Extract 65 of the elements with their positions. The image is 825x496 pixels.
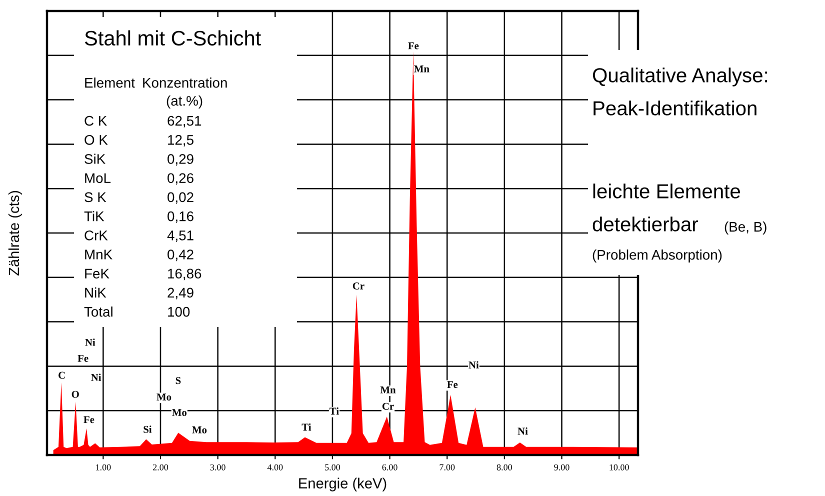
annotation: Element xyxy=(85,78,135,88)
annotation: 0,26 xyxy=(168,173,194,185)
annotation: 4,51 xyxy=(167,230,194,242)
annotation: Qualitative Analyse: xyxy=(592,68,768,86)
annotation: Konzentration xyxy=(143,78,227,88)
annotation: 2,49 xyxy=(168,288,194,300)
annotation: Ni xyxy=(518,427,528,435)
annotation: O xyxy=(72,390,79,398)
text: (Be, B) xyxy=(724,222,766,234)
annotation: Cr xyxy=(382,402,394,410)
annotation: 62,51 xyxy=(168,116,202,128)
x-tick-label: 6.00 xyxy=(382,464,398,470)
annotation: NiK xyxy=(85,287,106,298)
annotation: MoL xyxy=(85,173,111,184)
x-tick-label: 5.00 xyxy=(325,464,340,470)
annotation: Cr xyxy=(352,282,364,290)
annotation: MnK xyxy=(85,250,112,260)
annotation: detektierbar xyxy=(592,216,698,232)
annotation: 12,5 xyxy=(168,134,194,146)
annotation: Fe xyxy=(78,354,88,362)
annotation: Mn xyxy=(380,386,396,394)
annotation: Total xyxy=(84,306,112,317)
annotation: C K xyxy=(84,116,107,126)
annotation: Mo xyxy=(172,409,187,416)
text: Fe xyxy=(408,42,419,50)
annotation: CrK xyxy=(84,230,108,240)
annotation: O K xyxy=(84,134,108,145)
annotation: Ni xyxy=(85,338,96,346)
annotation: 0,29 xyxy=(168,154,194,166)
annotation: FeK xyxy=(85,268,110,279)
annotation: 100 xyxy=(168,306,190,317)
annotation: TiK xyxy=(84,211,104,222)
annotation: Fe xyxy=(84,416,94,424)
annotation: (Problem Absorption) xyxy=(592,250,722,262)
annotation: Fe xyxy=(447,381,458,388)
annotation: Ni xyxy=(91,374,102,381)
annotation: Mo xyxy=(156,394,172,400)
x-axis-title: Energie (keV) xyxy=(299,478,386,492)
text: Stahl mit C-Schicht xyxy=(84,30,261,46)
annotation: Ti xyxy=(330,407,339,415)
x-tick-label: 1.00 xyxy=(96,464,111,470)
x-tick-label: 2.00 xyxy=(152,464,168,470)
annotation: SiK xyxy=(84,154,106,164)
annotation: (at.%) xyxy=(166,96,202,108)
annotation: Ni xyxy=(468,361,479,368)
y-axis-title: Zählrate (cts) xyxy=(8,190,22,276)
annotation: 16,86 xyxy=(168,268,202,280)
annotation: 0,02 xyxy=(168,192,194,204)
annotation: S K xyxy=(84,192,106,202)
annotation: S xyxy=(176,377,181,384)
annotation: leichte Elemente xyxy=(593,184,740,198)
annotation: C xyxy=(58,372,65,379)
annotation: Ti xyxy=(302,423,312,431)
annotation: 0,42 xyxy=(168,250,194,262)
x-tick-label: 3.00 xyxy=(210,464,226,470)
x-tick-label: 10.00 xyxy=(610,464,629,470)
annotation: Mn xyxy=(414,65,430,72)
annotation: Mo xyxy=(192,426,207,434)
annotation: Si xyxy=(144,426,152,433)
x-tick-label: 9.00 xyxy=(554,464,570,470)
x-tick-label: 4.00 xyxy=(267,464,283,470)
annotation: Peak-Identifikation xyxy=(594,100,756,116)
annotation: 0,16 xyxy=(168,211,194,223)
x-tick-label: 8.00 xyxy=(496,464,512,470)
x-tick-label: 7.00 xyxy=(440,464,455,470)
